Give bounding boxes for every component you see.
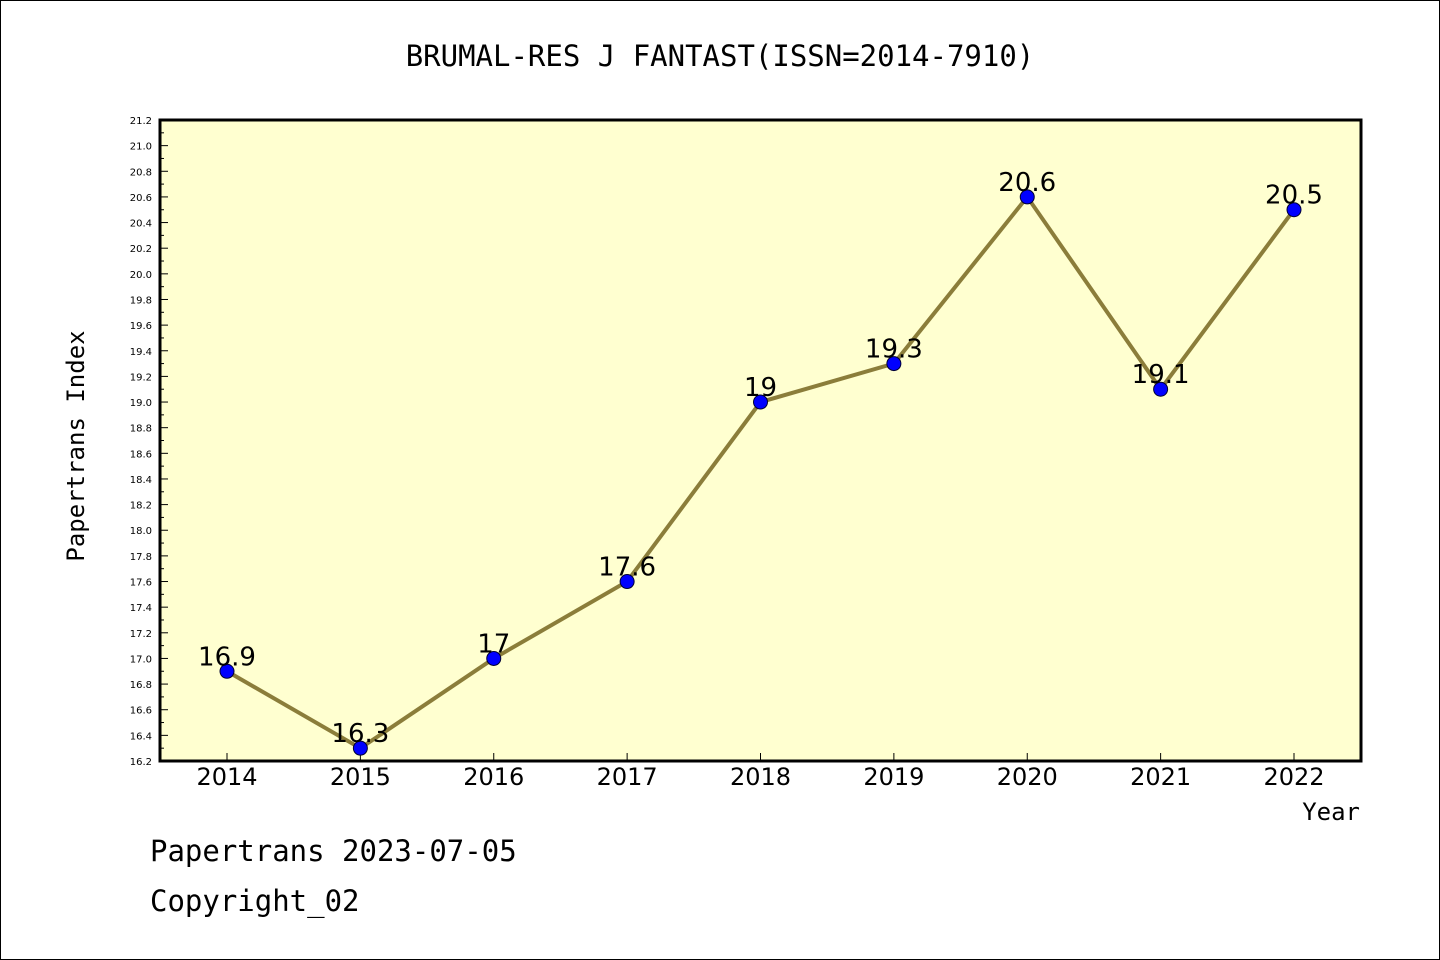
data-label: 20.6 xyxy=(998,168,1056,198)
data-label: 19.3 xyxy=(865,335,923,365)
data-labels: 16.9 16.3 17 17.6 19 19.3 20.6 19.1 20.5 xyxy=(198,168,1323,749)
y-tick-label: 20.0 xyxy=(130,270,152,281)
data-point xyxy=(1019,189,1035,205)
x-tick-label: 2016 xyxy=(463,763,524,791)
x-tick-label: 2015 xyxy=(330,763,391,791)
plot-area xyxy=(160,120,1361,761)
y-tick-label: 20.8 xyxy=(130,167,152,178)
data-label: 17.6 xyxy=(598,553,656,583)
x-tick-label: 2014 xyxy=(196,763,257,791)
y-tick-label: 18.8 xyxy=(130,424,152,435)
y-tick-label: 19.2 xyxy=(130,372,152,383)
y-tick-label: 20.4 xyxy=(130,219,152,230)
y-tick-label: 17.6 xyxy=(130,578,152,589)
footer-date: Papertrans 2023-07-05 xyxy=(150,834,517,868)
y-tick-label: 18.6 xyxy=(130,449,152,460)
data-point xyxy=(219,663,235,679)
x-tick-label: 2022 xyxy=(1263,763,1324,791)
y-tick-label: 17.2 xyxy=(130,629,152,640)
y-tick-label: 16.4 xyxy=(130,731,152,742)
y-tick-label: 21.0 xyxy=(130,142,152,153)
data-point xyxy=(886,356,902,372)
y-tick-label: 17.4 xyxy=(130,603,152,614)
y-tick-label: 18.0 xyxy=(130,526,152,537)
x-tick-label: 2020 xyxy=(997,763,1058,791)
y-tick-label: 17.8 xyxy=(130,552,152,563)
x-axis-label: Year xyxy=(1302,798,1360,826)
x-tick-label: 2019 xyxy=(863,763,924,791)
x-tick-label: 2021 xyxy=(1130,763,1191,791)
chart-title: BRUMAL-RES J FANTAST(ISSN=2014-7910) xyxy=(406,39,1035,73)
data-point xyxy=(619,574,635,590)
data-point xyxy=(1286,202,1302,218)
data-label: 19.1 xyxy=(1132,360,1190,390)
y-tick-label: 19.8 xyxy=(130,295,152,306)
data-label: 16.3 xyxy=(331,719,389,749)
x-axis: 2014 2015 2016 2017 2018 2019 2020 2021 2022 xyxy=(196,753,1325,791)
y-tick-label: 21.2 xyxy=(130,116,152,127)
data-label: 19 xyxy=(744,373,777,403)
data-points xyxy=(219,189,1302,756)
plot-border xyxy=(158,118,1363,763)
data-label: 20.5 xyxy=(1265,181,1323,211)
y-tick-label: 18.2 xyxy=(130,501,152,512)
y-tick-label: 17.0 xyxy=(130,654,152,665)
x-tick-label: 2017 xyxy=(597,763,658,791)
y-tick-label: 18.4 xyxy=(130,475,152,486)
y-axis: 16.2 16.4 16.6 16.8 17.0 17.2 17.4 17.6 17.8 18.0… xyxy=(130,116,168,768)
y-tick-label: 16.8 xyxy=(130,680,152,691)
y-tick-label: 20.2 xyxy=(130,244,152,255)
data-label: 16.9 xyxy=(198,642,256,672)
data-label: 17 xyxy=(477,629,510,659)
y-tick-label: 19.4 xyxy=(130,347,152,358)
data-point xyxy=(753,394,768,410)
y-tick-label: 19.0 xyxy=(130,398,152,409)
y-axis-label: Papertrans Index xyxy=(62,330,90,561)
footer-copyright: Copyright_02 xyxy=(150,884,360,918)
data-point xyxy=(352,740,368,756)
y-tick-label: 16.2 xyxy=(130,757,152,768)
y-tick-label: 19.6 xyxy=(130,321,152,332)
y-tick-label: 20.6 xyxy=(130,193,152,204)
y-tick-label: 16.6 xyxy=(130,706,152,717)
x-tick-label: 2018 xyxy=(730,763,791,791)
data-point xyxy=(486,650,502,666)
data-point xyxy=(1153,381,1169,397)
